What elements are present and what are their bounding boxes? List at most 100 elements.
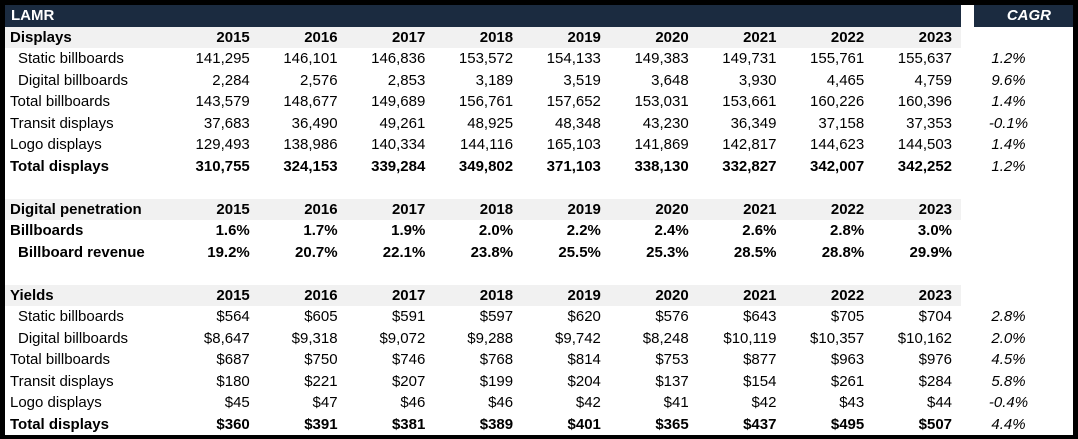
year-header-cell: 2015 bbox=[216, 28, 250, 46]
value-cell: 3,648 bbox=[651, 71, 689, 89]
column-gutter bbox=[961, 370, 974, 392]
value-cell: 3,930 bbox=[738, 71, 777, 89]
value-cell: 2.8% bbox=[830, 222, 865, 239]
value-cell: 2.4% bbox=[654, 222, 689, 239]
year-header-cell: 2016 bbox=[304, 286, 338, 304]
value-cell: 160,396 bbox=[897, 93, 953, 110]
value-cell: 141,295 bbox=[195, 50, 250, 67]
value-cell: 153,031 bbox=[634, 93, 689, 110]
column-gutter bbox=[961, 306, 974, 328]
cagr-cell: 1.2% bbox=[991, 157, 1026, 175]
value-cell: $204 bbox=[567, 372, 601, 390]
value-cell: $221 bbox=[304, 372, 338, 390]
cagr-cell: 4.5% bbox=[991, 351, 1026, 368]
column-gutter bbox=[961, 241, 974, 263]
value-cell: 154,133 bbox=[546, 50, 601, 67]
value-cell: 25.5% bbox=[558, 243, 601, 261]
value-cell: $705 bbox=[830, 308, 865, 325]
value-cell: $137 bbox=[655, 372, 689, 390]
cagr-cell: -0.1% bbox=[988, 114, 1029, 132]
column-gutter bbox=[961, 392, 974, 414]
value-cell: 144,116 bbox=[460, 136, 514, 153]
row-main: Transit displays $180 $221 $207 $199 $204 $137… bbox=[5, 371, 961, 393]
value-cell: $704 bbox=[918, 308, 953, 325]
value-cell: 2,853 bbox=[387, 71, 426, 89]
value-cell: $877 bbox=[743, 351, 777, 368]
value-cell: $605 bbox=[304, 308, 338, 325]
column-gutter bbox=[961, 413, 974, 435]
year-header-cell: 2020 bbox=[655, 28, 689, 46]
value-cell: 148,677 bbox=[283, 93, 338, 110]
row-main: Digital billboards $8,647 $9,318 $9,072 $9,2… bbox=[5, 328, 961, 350]
year-header-cell: 2023 bbox=[918, 200, 953, 218]
value-cell: 332,827 bbox=[722, 157, 777, 175]
value-cell: 149,689 bbox=[371, 93, 426, 110]
value-cell: 138,986 bbox=[283, 136, 338, 153]
cagr-cell: -0.4% bbox=[988, 394, 1029, 411]
cagr-cell: 9.6% bbox=[991, 71, 1026, 89]
year-header-cell: 2016 bbox=[304, 200, 338, 218]
value-cell: 2.6% bbox=[742, 222, 777, 239]
value-cell: $10,162 bbox=[897, 329, 953, 347]
year-header-cell: 2015 bbox=[216, 200, 250, 218]
table-row: Logo displays 129,493 138,986 140,334 144,11… bbox=[5, 134, 1073, 156]
value-cell: $401 bbox=[567, 415, 601, 433]
value-cell: $389 bbox=[479, 415, 514, 433]
column-gutter bbox=[961, 284, 974, 306]
page-title: LAMR bbox=[5, 5, 961, 27]
section-header-main: Digital penetration 2015 2016 2017 2018 2019 2… bbox=[5, 198, 961, 220]
value-cell: 23.8% bbox=[470, 243, 514, 261]
value-cell: $199 bbox=[479, 372, 514, 390]
value-cell: 3.0% bbox=[917, 222, 953, 239]
value-cell: 20.7% bbox=[295, 243, 338, 261]
row-label: Total displays bbox=[10, 415, 109, 433]
value-cell: $45 bbox=[224, 394, 250, 411]
row-main: Total displays $360 $391 $381 $389 $401 $365 $4… bbox=[5, 414, 961, 436]
value-cell: $207 bbox=[391, 372, 426, 390]
value-cell: $47 bbox=[312, 394, 338, 411]
section-title: Displays bbox=[10, 28, 72, 46]
value-cell: $8,248 bbox=[642, 329, 689, 347]
value-cell: 157,652 bbox=[546, 93, 601, 110]
year-header-cell: 2017 bbox=[391, 28, 426, 46]
value-cell: 49,261 bbox=[379, 114, 426, 132]
year-header-cell: 2021 bbox=[743, 28, 777, 46]
row-main: Billboard revenue 19.2% 20.7% 22.1% 23.8% 25.… bbox=[5, 242, 961, 264]
table-row: Total billboards $687 $750 $746 $768 $814 $753… bbox=[5, 349, 1073, 371]
year-header-cell: 2018 bbox=[479, 28, 514, 46]
value-cell: 36,349 bbox=[730, 114, 777, 132]
row-main: Static billboards $564 $605 $591 $597 $620 $57… bbox=[5, 306, 961, 328]
cagr-blank-cell bbox=[974, 199, 1073, 221]
value-cell: $154 bbox=[743, 372, 777, 390]
section-header-row: Yields 2015 2016 2017 2018 2019 2020 2021 2022 20… bbox=[5, 284, 1073, 306]
value-cell: $753 bbox=[655, 351, 689, 368]
row-label: Static billboards bbox=[18, 308, 124, 325]
value-cell: $814 bbox=[567, 351, 601, 368]
value-cell: 3,189 bbox=[475, 71, 514, 89]
value-cell: 48,925 bbox=[467, 114, 514, 132]
value-cell: 37,353 bbox=[906, 114, 953, 132]
section-header-row: Digital penetration 2015 2016 2017 2018 2019 2… bbox=[5, 198, 1073, 221]
value-cell: 141,869 bbox=[634, 136, 689, 153]
table-row: Billboards 1.6% 1.7% 1.9% 2.0% 2.2% 2.4% 2.6% 2.… bbox=[5, 220, 1073, 242]
value-cell: 36,490 bbox=[291, 114, 338, 132]
column-gutter bbox=[961, 134, 974, 156]
cagr-cell: 2.0% bbox=[991, 329, 1026, 347]
row-label: Digital billboards bbox=[18, 329, 129, 347]
value-cell: $597 bbox=[479, 308, 514, 325]
value-cell: 2.0% bbox=[478, 222, 514, 239]
year-header-cell: 2022 bbox=[830, 286, 865, 304]
cagr-cell: 1.4% bbox=[991, 136, 1026, 153]
value-cell: $564 bbox=[216, 308, 250, 325]
year-header-cell: 2019 bbox=[567, 28, 601, 46]
value-cell: 324,153 bbox=[283, 157, 338, 175]
value-cell: $643 bbox=[743, 308, 777, 325]
table-row: Static billboards $564 $605 $591 $597 $620 $57… bbox=[5, 306, 1073, 328]
table-row: Static billboards 141,295 146,101 146,836 15… bbox=[5, 48, 1073, 70]
value-cell: 1.6% bbox=[215, 222, 250, 239]
cagr-blank-cell bbox=[974, 27, 1073, 49]
cagr-column-header: CAGR bbox=[974, 5, 1073, 27]
value-cell: 149,731 bbox=[722, 50, 777, 67]
table-row: Billboard revenue 19.2% 20.7% 22.1% 23.8% 25.… bbox=[5, 241, 1073, 264]
value-cell: 371,103 bbox=[546, 157, 601, 175]
